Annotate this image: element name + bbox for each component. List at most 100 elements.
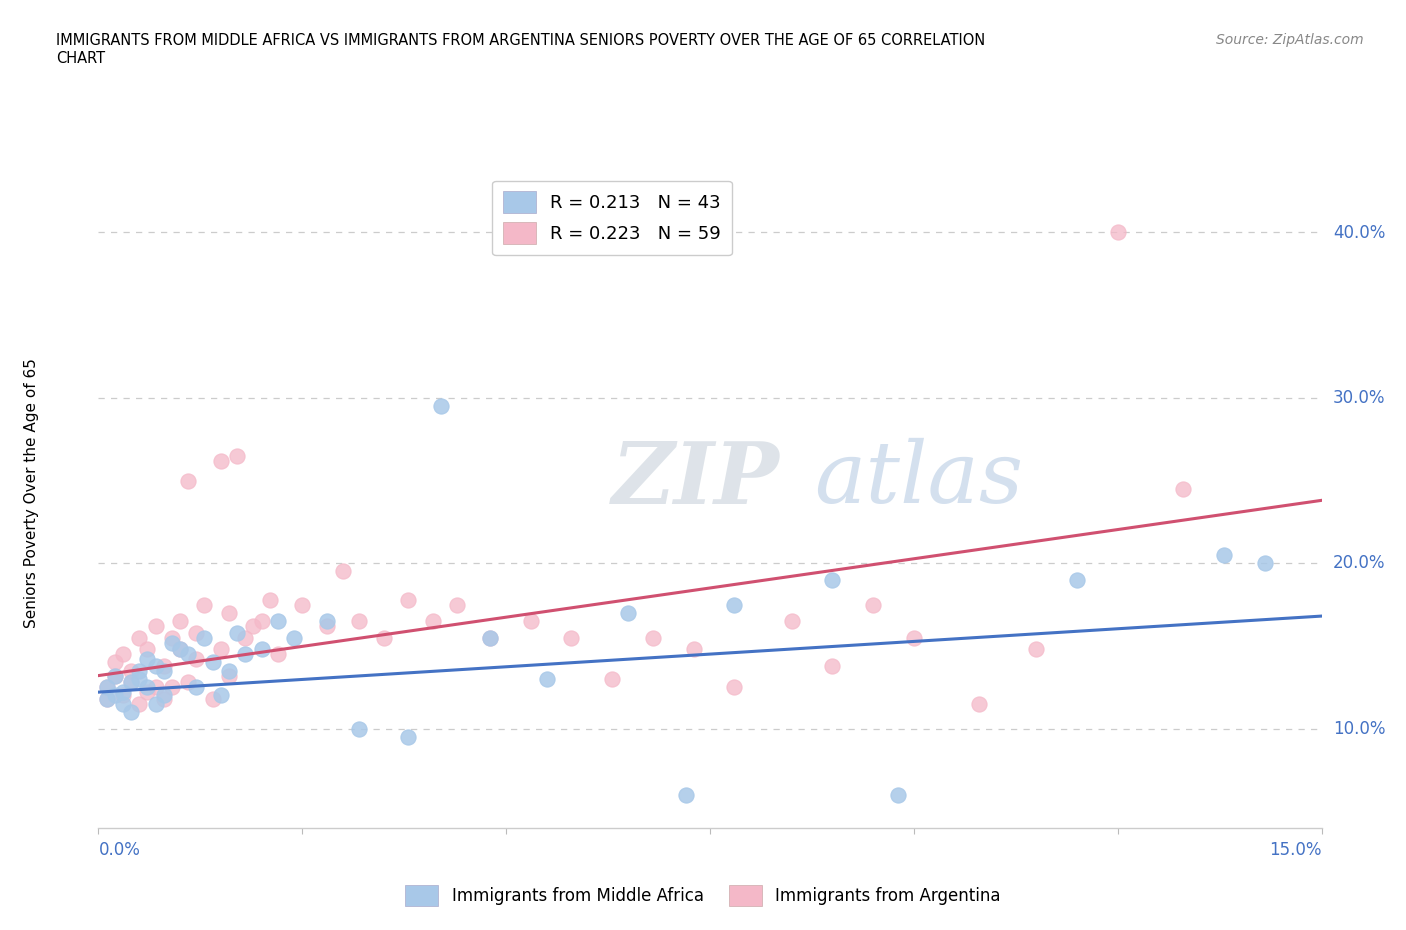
Point [128, 663, 150, 678]
Point [111, 688, 134, 703]
Point [315, 614, 337, 629]
Point [152, 688, 174, 703]
Point [349, 721, 371, 736]
Point [1171, 482, 1194, 497]
Point [104, 688, 127, 703]
Point [169, 642, 191, 657]
Text: atlas: atlas [814, 438, 1024, 521]
Point [111, 646, 134, 661]
Point [120, 705, 142, 720]
Point [218, 668, 240, 683]
Point [617, 605, 640, 620]
Point [177, 675, 200, 690]
Point [145, 697, 167, 711]
Point [160, 635, 183, 650]
Point [332, 564, 354, 578]
Point [96, 691, 118, 706]
Point [780, 614, 803, 629]
Point [226, 448, 249, 463]
Point [373, 631, 395, 645]
Point [201, 691, 224, 706]
Point [201, 655, 224, 670]
Point [160, 680, 183, 695]
Point [250, 642, 273, 657]
Point [396, 592, 419, 607]
Point [96, 680, 118, 695]
Point [128, 631, 150, 645]
Point [169, 614, 191, 629]
Point [641, 631, 664, 645]
Point [218, 663, 240, 678]
Point [104, 668, 127, 683]
Point [1212, 548, 1234, 563]
Point [193, 597, 215, 612]
Text: 40.0%: 40.0% [1333, 223, 1385, 242]
Point [315, 618, 337, 633]
Point [111, 684, 134, 699]
Point [519, 614, 541, 629]
Point [169, 642, 191, 657]
Point [723, 680, 745, 695]
Text: 15.0%: 15.0% [1270, 841, 1322, 859]
Point [226, 625, 249, 640]
Text: 0.0%: 0.0% [98, 841, 141, 859]
Point [446, 597, 468, 612]
Point [886, 787, 908, 802]
Point [136, 684, 159, 699]
Point [152, 691, 174, 706]
Point [242, 618, 264, 633]
Point [723, 597, 745, 612]
Point [478, 631, 501, 645]
Point [291, 597, 314, 612]
Point [152, 658, 174, 673]
Point [903, 631, 925, 645]
Point [120, 675, 142, 690]
Point [136, 680, 159, 695]
Point [600, 671, 623, 686]
Point [120, 675, 142, 690]
Text: Source: ZipAtlas.com: Source: ZipAtlas.com [1216, 33, 1364, 46]
Point [283, 631, 305, 645]
Point [152, 663, 174, 678]
Point [218, 605, 240, 620]
Point [186, 652, 208, 667]
Point [186, 625, 208, 640]
Point [209, 688, 232, 703]
Point [1107, 225, 1129, 240]
Point [96, 680, 118, 695]
Point [1066, 572, 1088, 587]
Point [396, 729, 419, 744]
Point [120, 663, 142, 678]
Point [250, 614, 273, 629]
Point [209, 642, 232, 657]
Text: ZIP: ZIP [612, 438, 780, 521]
Point [128, 671, 150, 686]
Point [177, 473, 200, 488]
Point [186, 680, 208, 695]
Text: Seniors Poverty Over the Age of 65: Seniors Poverty Over the Age of 65 [24, 358, 38, 628]
Point [422, 614, 444, 629]
Point [193, 631, 215, 645]
Point [145, 658, 167, 673]
Text: 30.0%: 30.0% [1333, 389, 1385, 406]
Point [160, 631, 183, 645]
Point [136, 642, 159, 657]
Point [233, 646, 256, 661]
Point [96, 691, 118, 706]
Point [267, 646, 290, 661]
Text: CHART: CHART [56, 51, 105, 66]
Point [675, 787, 697, 802]
Point [967, 697, 990, 711]
Point [128, 697, 150, 711]
Point [1253, 556, 1275, 571]
Text: 20.0%: 20.0% [1333, 554, 1385, 572]
Point [349, 614, 371, 629]
Point [821, 658, 844, 673]
Point [104, 668, 127, 683]
Point [430, 399, 453, 414]
Legend: R = 0.213   N = 43, R = 0.223   N = 59: R = 0.213 N = 43, R = 0.223 N = 59 [492, 180, 733, 255]
Point [111, 697, 134, 711]
Point [209, 453, 232, 468]
Point [1025, 642, 1047, 657]
Point [862, 597, 884, 612]
